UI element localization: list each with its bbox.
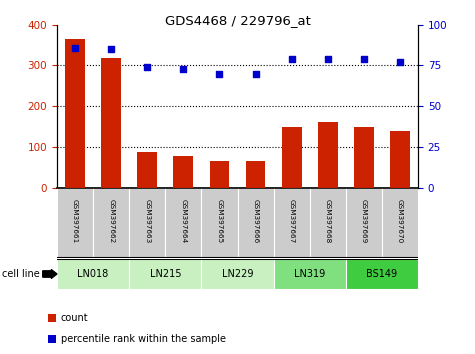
Text: LN319: LN319 [294, 269, 325, 279]
Text: LN018: LN018 [77, 269, 109, 279]
Bar [382, 188, 418, 258]
Point [180, 66, 187, 72]
Bar [165, 188, 201, 258]
Point [107, 46, 115, 52]
Point [143, 64, 151, 70]
Text: GSM397668: GSM397668 [325, 199, 331, 244]
Bar [390, 131, 410, 188]
Bar [129, 188, 165, 258]
Point [360, 56, 368, 62]
Bar [201, 259, 274, 289]
Text: GSM397666: GSM397666 [253, 199, 258, 244]
Text: LN215: LN215 [150, 269, 181, 279]
Point [396, 59, 404, 65]
Bar [173, 156, 193, 188]
Text: cell line: cell line [2, 269, 40, 279]
Text: GSM397663: GSM397663 [144, 199, 150, 244]
Text: GSM397669: GSM397669 [361, 199, 367, 244]
Point [71, 45, 79, 50]
Bar [65, 39, 85, 188]
Point [216, 71, 223, 76]
Bar [274, 188, 310, 258]
Text: GDS4468 / 229796_at: GDS4468 / 229796_at [164, 14, 311, 27]
Bar [346, 259, 418, 289]
Bar [354, 127, 374, 188]
Text: GSM397662: GSM397662 [108, 199, 114, 244]
Point [324, 56, 332, 62]
Bar [93, 188, 129, 258]
Bar [57, 188, 93, 258]
Bar [137, 152, 157, 188]
Bar [57, 259, 129, 289]
Bar [310, 188, 346, 258]
Text: LN229: LN229 [222, 269, 253, 279]
Bar [201, 188, 238, 258]
Text: GSM397664: GSM397664 [180, 199, 186, 244]
Bar [246, 161, 266, 188]
Bar [238, 188, 274, 258]
Text: percentile rank within the sample: percentile rank within the sample [61, 334, 226, 344]
Bar [101, 58, 121, 188]
Text: GSM397665: GSM397665 [217, 199, 222, 244]
Bar [209, 161, 229, 188]
Text: GSM397661: GSM397661 [72, 199, 78, 244]
Text: count: count [61, 313, 88, 323]
Point [252, 71, 259, 76]
Bar [346, 188, 382, 258]
Bar [282, 127, 302, 188]
Bar [318, 122, 338, 188]
Bar [129, 259, 201, 289]
Bar [274, 259, 346, 289]
Point [288, 56, 295, 62]
Text: GSM397670: GSM397670 [397, 199, 403, 244]
Text: GSM397667: GSM397667 [289, 199, 294, 244]
Text: BS149: BS149 [366, 269, 398, 279]
